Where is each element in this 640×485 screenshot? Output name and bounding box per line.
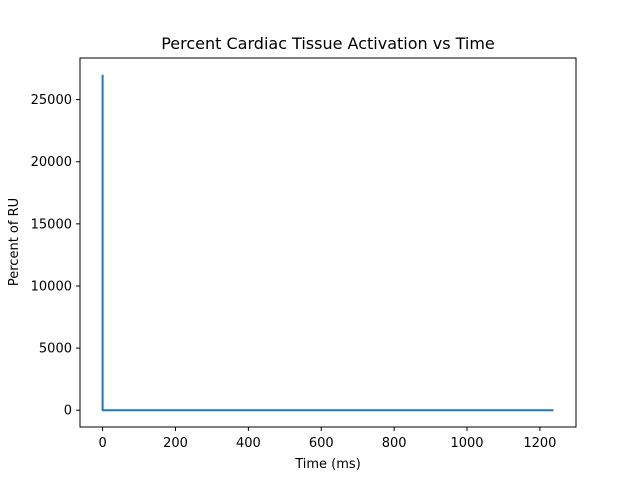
x-axis-label: Time (ms)	[294, 457, 361, 472]
y-tick-label-25000: 25000	[31, 93, 72, 108]
x-tick-label-600: 600	[309, 436, 334, 451]
plot-area: 0 200 400 600 800 1000 1200 0 5000 10000 15000 2000…	[31, 57, 577, 451]
x-tick-label-400: 400	[236, 436, 261, 451]
chart-title: Percent Cardiac Tissue Activation vs Tim…	[161, 34, 495, 53]
y-tick-label-5000: 5000	[39, 342, 72, 357]
y-axis-label: Percent of RU	[7, 198, 22, 286]
y-tick-label-0: 0	[64, 404, 72, 419]
y-tick-label-15000: 15000	[31, 217, 72, 232]
axes-frame	[79, 57, 577, 428]
y-tick-label-20000: 20000	[31, 155, 72, 170]
x-tick-label-200: 200	[163, 436, 188, 451]
x-tick-label-1000: 1000	[450, 436, 483, 451]
y-tick-label-10000: 10000	[31, 279, 72, 294]
x-tick-label-800: 800	[382, 436, 407, 451]
x-tick-label-1200: 1200	[523, 436, 556, 451]
series-line-0	[101, 74, 554, 412]
x-tick-label-0: 0	[98, 436, 106, 451]
